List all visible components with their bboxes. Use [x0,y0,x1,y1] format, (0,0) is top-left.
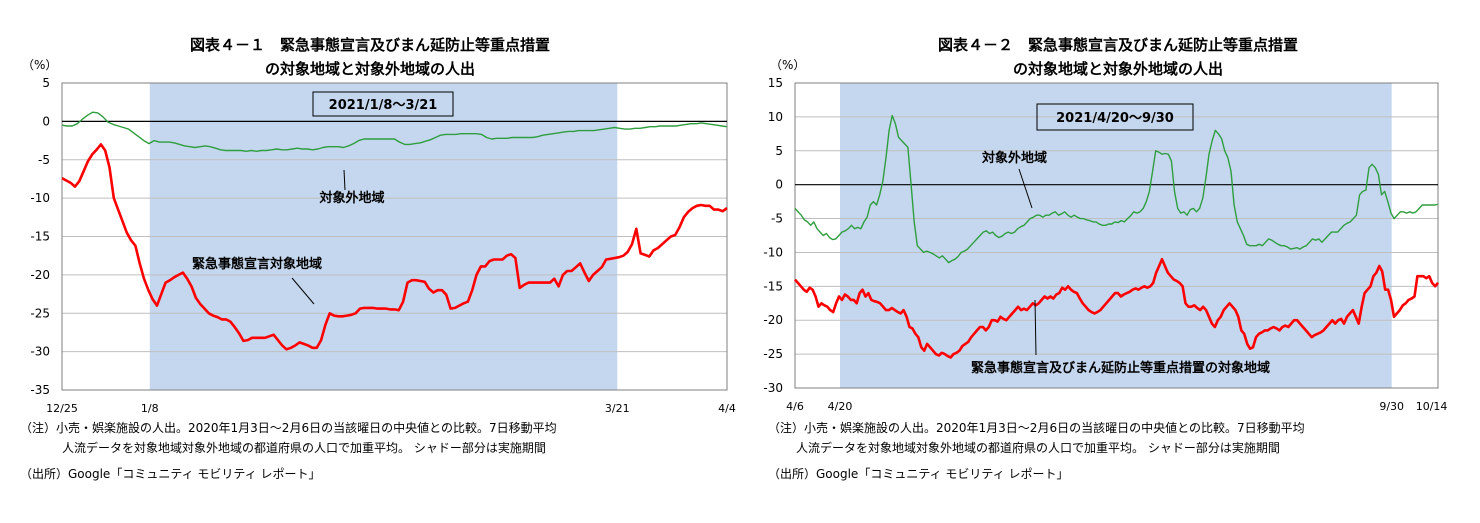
y-tick-label: -25 [763,347,783,361]
shaded-period [840,83,1392,388]
annotation-leader-line [343,169,346,191]
chart-title-line1: 図表４－１ 緊急事態宣言及びまん延防止等重点措置 [189,36,550,54]
series-annotation: 対象外地域 [318,190,384,206]
period-label: 2021/4/20～9/30 [1056,111,1174,126]
series-annotation: 対象外地域 [981,150,1047,166]
y-tick-label: 0 [42,114,50,128]
annotation-leader-line [1018,168,1033,209]
series-line-non-target [61,111,728,153]
y-tick-label: -15 [763,279,783,293]
x-tick-label: 4/4 [718,402,736,415]
y-tick-label: -20 [763,313,783,327]
y-tick-label: -20 [30,268,50,282]
y-tick-label: -30 [30,345,50,359]
y-tick-label: 5 [775,144,783,158]
y-tick-label: 0 [775,178,783,192]
chart-title-line2: の対象地域と対象外地域の人出 [1012,60,1223,78]
y-tick-label: 15 [768,76,783,90]
period-label: 2021/1/8～3/21 [329,98,438,113]
plot-frame [61,82,728,391]
x-tick-label: 4/20 [828,400,853,413]
chart-source: （出所）Google「コミュニティ モビリティ レポート」 [768,467,1069,481]
y-tick-label: -15 [30,230,50,244]
y-tick-label: -10 [30,191,50,205]
y-unit-label: （%） [22,58,58,72]
chart-title-line2: の対象地域と対象外地域の人出 [264,60,475,78]
x-tick-label: 10/14 [1416,400,1448,413]
y-tick-label: -5 [771,212,783,226]
series-annotation: 緊急事態宣言及びまん延防止等重点措置の対象地域 [971,360,1270,376]
y-tick-label: -25 [30,306,50,320]
x-tick-label: 1/8 [141,402,159,415]
chart-panel-2: 図表４－２ 緊急事態宣言及びまん延防止等重点措置 の対象地域と対象外地域の人出 … [748,0,1480,523]
chart-note-line1: （注）小売・娯楽施設の人出。2020年1月3日～2月6日の当該曜日の中央値との比… [20,421,557,435]
series-line-target [61,143,728,351]
series-annotation: 緊急事態宣言対象地域 [192,256,322,272]
chart-panel-1: 図表４－１ 緊急事態宣言及びまん延防止等重点措置 の対象地域と対象外地域の人出 … [20,36,736,481]
y-unit-label: （%） [770,58,806,72]
annotation-leader-line [291,277,315,305]
y-tick-label: -35 [30,383,50,397]
plot-frame [794,82,1439,389]
y-tick-label: -30 [763,381,783,395]
chart-plot-2: 15 10 5 0 -5 -10 -15 -20 -25 -304/6 4/20 9/30 10/14 2… [763,76,1448,413]
y-tick-label: 5 [42,76,50,90]
series-line-non-target [794,114,1439,264]
annotation-leader-line [1034,299,1037,356]
x-tick-label: 12/25 [46,402,78,415]
chart-note-line1: （注）小売・娯楽施設の人出。2020年1月3日～2月6日の当該曜日の中央値との比… [768,421,1305,435]
chart-title-line1: 図表４－２ 緊急事態宣言及びまん延防止等重点措置 [937,36,1298,54]
chart-plot-1: 5 0 -5 -10 -15 -20 -25 -30 -35 12/25 1/8 3/21 4/4 202… [30,76,736,415]
period-label-box [1036,103,1194,131]
x-tick-label: 3/21 [605,402,630,415]
chart-note-line2: 人流データを対象地域対象外地域の都道府県の人口で加重平均。 シャドー部分は実施期… [62,441,546,455]
y-tick-label: -5 [38,153,50,167]
x-tick-label: 9/30 [1379,400,1404,413]
chart-note-line2: 人流データを対象地域対象外地域の都道府県の人口で加重平均。 シャドー部分は実施期… [796,441,1280,455]
y-tick-label: -10 [763,245,783,259]
chart-source: （出所）Google「コミュニティ モビリティ レポート」 [20,467,321,481]
series-line-target [794,257,1439,359]
y-tick-label: 10 [768,110,783,124]
period-label-box [312,91,454,117]
x-tick-label: 4/6 [786,400,804,413]
